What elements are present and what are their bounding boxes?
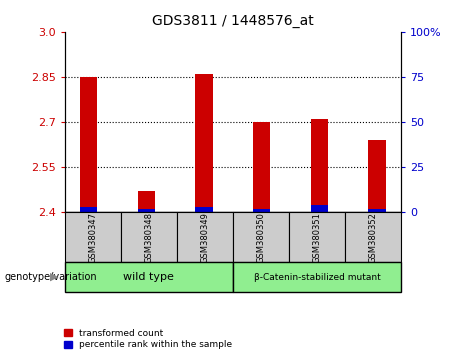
Bar bbox=[195, 74, 213, 212]
Text: GSM380348: GSM380348 bbox=[144, 212, 153, 263]
Bar bbox=[80, 77, 97, 212]
Text: ▶: ▶ bbox=[50, 272, 59, 282]
Text: GSM380352: GSM380352 bbox=[368, 212, 378, 263]
Bar bbox=[121, 212, 177, 262]
Bar bbox=[345, 212, 401, 262]
Bar bbox=[65, 212, 121, 262]
Text: genotype/variation: genotype/variation bbox=[5, 272, 97, 282]
Bar bbox=[137, 209, 155, 212]
Bar bbox=[195, 207, 213, 212]
Bar bbox=[65, 262, 233, 292]
Text: wild type: wild type bbox=[123, 272, 174, 282]
Bar bbox=[368, 140, 386, 212]
Bar bbox=[368, 209, 386, 212]
Legend: transformed count, percentile rank within the sample: transformed count, percentile rank withi… bbox=[65, 329, 232, 349]
Bar bbox=[289, 212, 345, 262]
Bar bbox=[311, 205, 328, 212]
Text: GSM380349: GSM380349 bbox=[200, 212, 209, 263]
Text: GSM380351: GSM380351 bbox=[313, 212, 321, 263]
Bar bbox=[311, 119, 328, 212]
Bar bbox=[137, 191, 155, 212]
Text: β-Catenin-stabilized mutant: β-Catenin-stabilized mutant bbox=[254, 273, 380, 281]
Text: GSM380347: GSM380347 bbox=[88, 212, 97, 263]
Bar bbox=[233, 262, 401, 292]
Bar bbox=[253, 209, 270, 212]
Bar bbox=[80, 207, 97, 212]
Title: GDS3811 / 1448576_at: GDS3811 / 1448576_at bbox=[152, 14, 313, 28]
Bar bbox=[233, 212, 289, 262]
Bar bbox=[177, 212, 233, 262]
Text: GSM380350: GSM380350 bbox=[256, 212, 266, 263]
Bar bbox=[253, 122, 270, 212]
